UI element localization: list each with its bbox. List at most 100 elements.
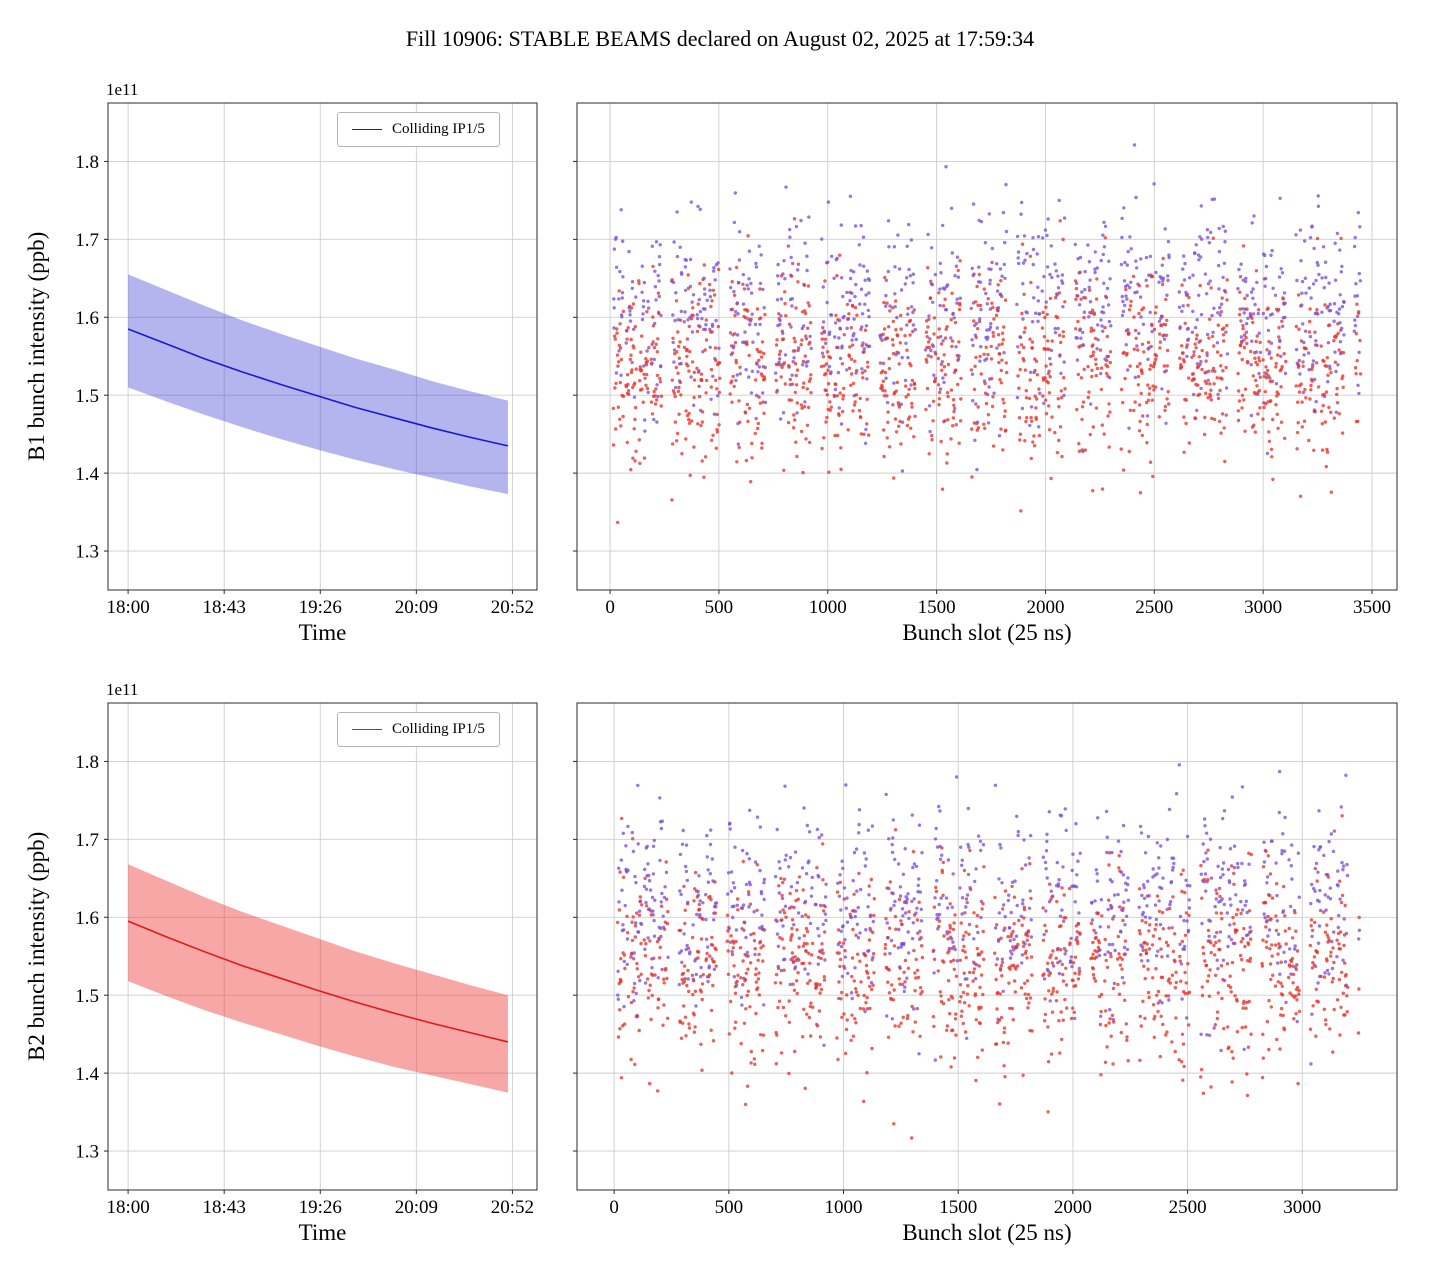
scatter-point <box>1174 792 1179 796</box>
scatter-point <box>1257 359 1262 363</box>
scatter-point <box>1037 433 1042 438</box>
scatter-point <box>859 287 864 291</box>
scatter-point <box>849 357 854 361</box>
scatter-point <box>977 265 981 269</box>
scatter-point <box>651 909 655 913</box>
scatter-point <box>1075 336 1079 340</box>
scatter-point <box>1160 975 1165 980</box>
scatter-point <box>1180 997 1184 1001</box>
scatter-point <box>1326 875 1331 879</box>
scatter-point <box>631 915 635 919</box>
scatter-point <box>1069 1016 1074 1021</box>
scatter-point <box>864 427 868 432</box>
scatter-point <box>683 1015 688 1019</box>
mean-intensity-line <box>127 920 509 1043</box>
scatter-point <box>1044 929 1049 933</box>
scatter-point <box>1226 867 1231 872</box>
scatter-point <box>1030 340 1035 344</box>
scatter-point <box>1143 851 1148 855</box>
scatter-point <box>943 297 947 301</box>
scatter-point <box>949 959 953 964</box>
scatter-point <box>1110 942 1115 947</box>
scatter-point <box>797 875 802 879</box>
scatter-point <box>1270 379 1275 383</box>
scatter-point <box>906 312 910 316</box>
scatter-point <box>852 892 856 896</box>
scatter-point <box>1288 947 1292 951</box>
scatter-point <box>1105 835 1110 839</box>
scatter-point <box>756 986 760 990</box>
scatter-point <box>1036 235 1041 239</box>
scatter-point <box>801 324 806 328</box>
scatter-point <box>954 974 959 978</box>
scatter-point <box>838 253 842 257</box>
scatter-point <box>1121 468 1126 472</box>
scatter-point <box>619 858 623 862</box>
scatter-point <box>1341 991 1346 995</box>
scatter-point <box>745 402 750 407</box>
scatter-point <box>1105 286 1110 291</box>
scatter-point <box>649 400 654 404</box>
scatter-point <box>892 1122 896 1126</box>
scatter-point <box>741 959 745 963</box>
scatter-point <box>1164 333 1169 337</box>
scatter-point <box>1354 282 1358 286</box>
scatter-point <box>970 372 975 376</box>
scatter-point <box>942 960 946 964</box>
scatter-point <box>1145 422 1150 427</box>
scatter-point <box>1016 829 1020 834</box>
scatter-point <box>746 419 750 424</box>
scatter-point <box>1109 954 1113 959</box>
scatter-point <box>1111 1062 1115 1066</box>
scatter-point <box>1344 931 1349 936</box>
scatter-point <box>959 921 963 925</box>
scatter-point <box>692 979 696 983</box>
scatter-point <box>635 967 639 971</box>
scatter-point <box>1323 260 1328 264</box>
scatter-point <box>637 438 641 442</box>
scatter-point <box>915 918 920 922</box>
scatter-point <box>1342 917 1346 921</box>
scatter-point <box>630 286 634 290</box>
scatter-point <box>1223 290 1228 294</box>
scatter-point <box>836 1057 840 1062</box>
scatter-point <box>1199 359 1203 364</box>
scatter-point <box>932 905 937 909</box>
scatter-point <box>936 916 940 920</box>
scatter-point <box>1274 943 1278 947</box>
scatter-point <box>625 962 629 967</box>
scatter-point <box>675 431 680 436</box>
scatter-point <box>628 313 632 317</box>
scatter-point <box>962 934 966 938</box>
scatter-point <box>1204 359 1208 363</box>
scatter-point <box>714 358 718 363</box>
scatter-point <box>753 322 758 327</box>
scatter-point <box>617 908 622 912</box>
scatter-point <box>1059 814 1064 818</box>
scatter-point <box>1214 888 1218 892</box>
scatter-point <box>628 309 632 313</box>
scatter-point <box>686 946 691 950</box>
scatter-point <box>1049 244 1054 248</box>
scatter-point <box>842 1012 846 1016</box>
scatter-point <box>623 966 627 971</box>
scatter-point <box>1139 1024 1144 1028</box>
scatter-point <box>841 294 845 299</box>
scatter-point <box>1252 423 1256 427</box>
scatter-point <box>806 359 810 364</box>
scatter-point <box>1302 353 1306 357</box>
scatter-point <box>1122 945 1127 950</box>
scatter-point <box>1170 973 1175 977</box>
scatter-point <box>862 993 866 998</box>
scatter-point <box>1093 899 1097 903</box>
scatter-point <box>939 994 943 998</box>
x-tick-label: 2500 <box>1169 1197 1207 1218</box>
scatter-point <box>689 200 693 204</box>
scatter-point <box>1104 295 1109 300</box>
scatter-point <box>1044 849 1049 853</box>
scatter-point <box>1053 430 1057 435</box>
scatter-point <box>1282 884 1286 889</box>
scatter-point <box>1220 996 1224 1001</box>
scatter-point <box>614 371 619 375</box>
scatter-point <box>1101 329 1105 333</box>
